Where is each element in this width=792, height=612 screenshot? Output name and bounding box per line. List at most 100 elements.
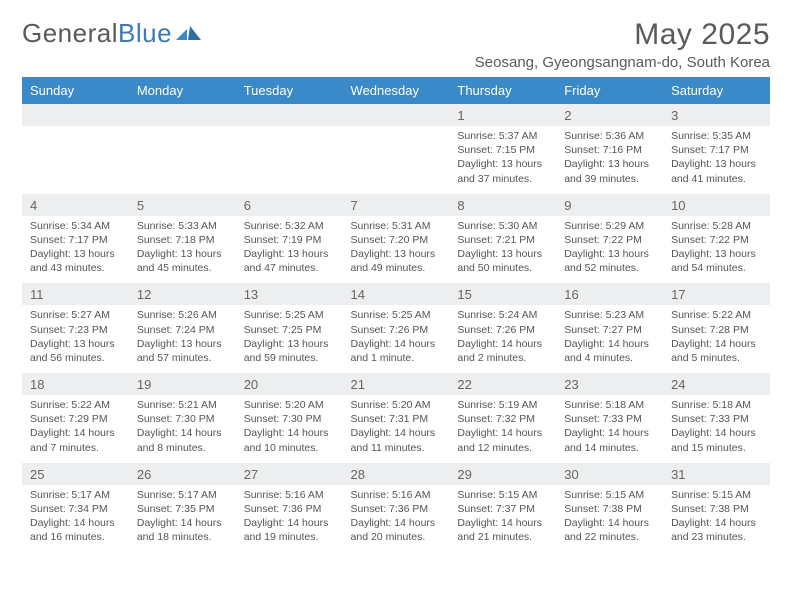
day-cell-detail: Sunrise: 5:19 AMSunset: 7:32 PMDaylight:… <box>449 395 556 463</box>
daylight-text: Daylight: 13 hours and 50 minutes. <box>457 247 548 275</box>
day-cell-number: 19 <box>129 373 236 395</box>
sunset-text: Sunset: 7:26 PM <box>351 323 442 337</box>
location-text: Seosang, Gyeongsangnam-do, South Korea <box>475 54 770 71</box>
day-cell-detail: Sunrise: 5:22 AMSunset: 7:29 PMDaylight:… <box>22 395 129 463</box>
brand-part2: Blue <box>118 18 172 49</box>
day-number: 25 <box>22 463 129 485</box>
sunset-text: Sunset: 7:31 PM <box>351 412 442 426</box>
sunset-text: Sunset: 7:32 PM <box>457 412 548 426</box>
day-cell-detail: Sunrise: 5:25 AMSunset: 7:26 PMDaylight:… <box>343 305 450 373</box>
sunrise-text: Sunrise: 5:22 AM <box>671 308 762 322</box>
sunrise-text: Sunrise: 5:37 AM <box>457 129 548 143</box>
day-number: 5 <box>129 194 236 216</box>
day-cell-detail: Sunrise: 5:21 AMSunset: 7:30 PMDaylight:… <box>129 395 236 463</box>
sunrise-text: Sunrise: 5:17 AM <box>137 488 228 502</box>
daylight-text: Daylight: 13 hours and 41 minutes. <box>671 157 762 185</box>
day-cell-detail <box>22 126 129 194</box>
daylight-text: Daylight: 13 hours and 59 minutes. <box>244 337 335 365</box>
sunset-text: Sunset: 7:19 PM <box>244 233 335 247</box>
day-number: 23 <box>556 373 663 395</box>
day-cell-detail: Sunrise: 5:18 AMSunset: 7:33 PMDaylight:… <box>556 395 663 463</box>
day-cell-number: 21 <box>343 373 450 395</box>
day-cell-detail: Sunrise: 5:15 AMSunset: 7:38 PMDaylight:… <box>556 485 663 553</box>
day-cell-detail: Sunrise: 5:26 AMSunset: 7:24 PMDaylight:… <box>129 305 236 373</box>
day-cell-number: 1 <box>449 104 556 126</box>
day-cell-detail: Sunrise: 5:18 AMSunset: 7:33 PMDaylight:… <box>663 395 770 463</box>
day-details: Sunrise: 5:36 AMSunset: 7:16 PMDaylight:… <box>556 126 663 194</box>
day-number: 21 <box>343 373 450 395</box>
daylight-text: Daylight: 14 hours and 12 minutes. <box>457 426 548 454</box>
day-number: 15 <box>449 283 556 305</box>
day-number: 10 <box>663 194 770 216</box>
day-details: Sunrise: 5:20 AMSunset: 7:30 PMDaylight:… <box>236 395 343 463</box>
day-details: Sunrise: 5:30 AMSunset: 7:21 PMDaylight:… <box>449 216 556 284</box>
daylight-text: Daylight: 14 hours and 7 minutes. <box>30 426 121 454</box>
day-details: Sunrise: 5:22 AMSunset: 7:29 PMDaylight:… <box>22 395 129 463</box>
sunrise-text: Sunrise: 5:19 AM <box>457 398 548 412</box>
day-cell-number: 6 <box>236 194 343 216</box>
sunset-text: Sunset: 7:36 PM <box>244 502 335 516</box>
day-details: Sunrise: 5:15 AMSunset: 7:37 PMDaylight:… <box>449 485 556 553</box>
day-cell-number: 8 <box>449 194 556 216</box>
sunrise-text: Sunrise: 5:17 AM <box>30 488 121 502</box>
day-cell-number: 24 <box>663 373 770 395</box>
day-cell-detail <box>129 126 236 194</box>
brand-part1: General <box>22 18 118 49</box>
sunrise-text: Sunrise: 5:18 AM <box>564 398 655 412</box>
daylight-text: Daylight: 14 hours and 1 minute. <box>351 337 442 365</box>
sunset-text: Sunset: 7:18 PM <box>137 233 228 247</box>
day-cell-number: 20 <box>236 373 343 395</box>
sunset-text: Sunset: 7:36 PM <box>351 502 442 516</box>
day-cell-detail <box>236 126 343 194</box>
weekday-row: Sunday Monday Tuesday Wednesday Thursday… <box>22 77 770 104</box>
day-cell-number: 4 <box>22 194 129 216</box>
detail-row: Sunrise: 5:17 AMSunset: 7:34 PMDaylight:… <box>22 485 770 553</box>
day-details: Sunrise: 5:27 AMSunset: 7:23 PMDaylight:… <box>22 305 129 373</box>
daylight-text: Daylight: 14 hours and 8 minutes. <box>137 426 228 454</box>
day-cell-number: 16 <box>556 283 663 305</box>
day-details <box>129 126 236 188</box>
logo-mark-icon <box>176 18 202 49</box>
day-details: Sunrise: 5:16 AMSunset: 7:36 PMDaylight:… <box>236 485 343 553</box>
weekday-header: Wednesday <box>343 77 450 104</box>
day-cell-number: 14 <box>343 283 450 305</box>
day-number: 12 <box>129 283 236 305</box>
daylight-text: Daylight: 14 hours and 11 minutes. <box>351 426 442 454</box>
day-number: 31 <box>663 463 770 485</box>
weekday-header: Saturday <box>663 77 770 104</box>
detail-row: Sunrise: 5:27 AMSunset: 7:23 PMDaylight:… <box>22 305 770 373</box>
day-cell-detail: Sunrise: 5:15 AMSunset: 7:37 PMDaylight:… <box>449 485 556 553</box>
day-cell-number: 30 <box>556 463 663 485</box>
day-cell-detail: Sunrise: 5:35 AMSunset: 7:17 PMDaylight:… <box>663 126 770 194</box>
day-cell-number <box>343 104 450 126</box>
day-details: Sunrise: 5:25 AMSunset: 7:25 PMDaylight:… <box>236 305 343 373</box>
day-details: Sunrise: 5:15 AMSunset: 7:38 PMDaylight:… <box>663 485 770 553</box>
day-details <box>236 126 343 188</box>
day-details: Sunrise: 5:31 AMSunset: 7:20 PMDaylight:… <box>343 216 450 284</box>
daylight-text: Daylight: 14 hours and 22 minutes. <box>564 516 655 544</box>
sunset-text: Sunset: 7:30 PM <box>137 412 228 426</box>
day-number: 8 <box>449 194 556 216</box>
daylight-text: Daylight: 14 hours and 23 minutes. <box>671 516 762 544</box>
daylight-text: Daylight: 13 hours and 49 minutes. <box>351 247 442 275</box>
sunset-text: Sunset: 7:30 PM <box>244 412 335 426</box>
day-cell-detail: Sunrise: 5:17 AMSunset: 7:35 PMDaylight:… <box>129 485 236 553</box>
day-cell-number: 22 <box>449 373 556 395</box>
daylight-text: Daylight: 13 hours and 47 minutes. <box>244 247 335 275</box>
day-cell-number: 25 <box>22 463 129 485</box>
day-cell-detail: Sunrise: 5:20 AMSunset: 7:31 PMDaylight:… <box>343 395 450 463</box>
daylight-text: Daylight: 13 hours and 57 minutes. <box>137 337 228 365</box>
sunset-text: Sunset: 7:38 PM <box>671 502 762 516</box>
day-details: Sunrise: 5:17 AMSunset: 7:34 PMDaylight:… <box>22 485 129 553</box>
brand-logo: GeneralBlue <box>22 18 202 49</box>
sunrise-text: Sunrise: 5:24 AM <box>457 308 548 322</box>
sunrise-text: Sunrise: 5:16 AM <box>351 488 442 502</box>
daylight-text: Daylight: 14 hours and 15 minutes. <box>671 426 762 454</box>
weekday-header: Monday <box>129 77 236 104</box>
sunrise-text: Sunrise: 5:30 AM <box>457 219 548 233</box>
day-number <box>236 104 343 124</box>
day-number: 13 <box>236 283 343 305</box>
day-cell-number: 5 <box>129 194 236 216</box>
day-cell-number: 2 <box>556 104 663 126</box>
daylight-text: Daylight: 14 hours and 19 minutes. <box>244 516 335 544</box>
